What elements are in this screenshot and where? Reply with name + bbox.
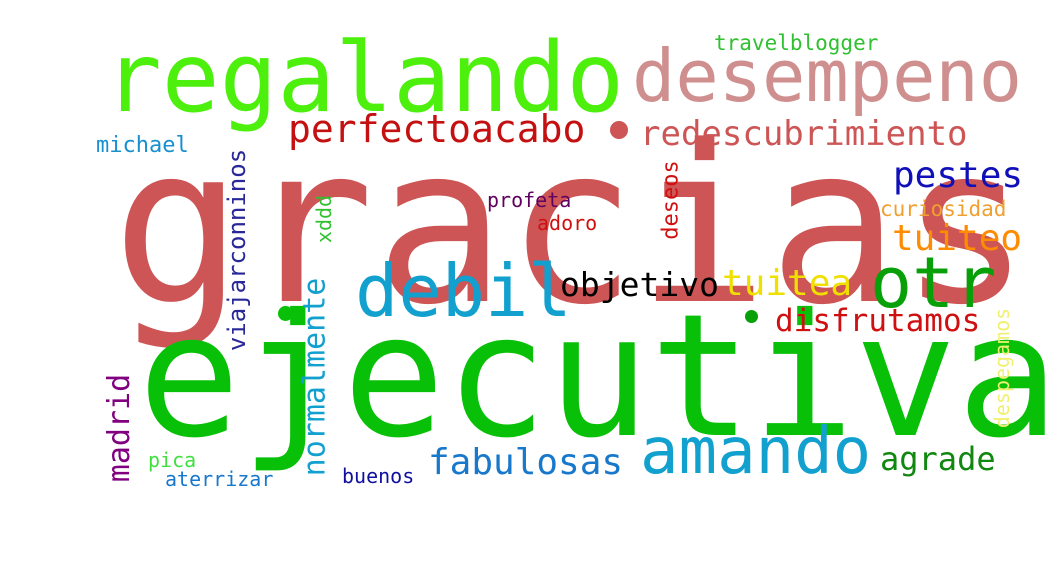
word-regalando: regalando: [104, 22, 625, 134]
word-fabulosas: fabulosas: [428, 442, 624, 483]
dot-green-right: [745, 310, 758, 323]
word-michael: michael: [96, 133, 189, 158]
word-tuiteo: tuiteo: [892, 218, 1023, 259]
word-buenos: buenos: [342, 464, 415, 488]
word-gracias: gracias: [112, 100, 1031, 353]
word-normalmente: normalmente: [297, 277, 333, 477]
word-ejecutiva: ejecutiva: [138, 278, 1046, 476]
word-otr: otr: [870, 242, 997, 324]
word-profeta: profeta: [487, 188, 572, 212]
word-deseos: deseos: [658, 160, 684, 240]
word-objetivo: objetivo: [560, 265, 719, 304]
word-amando: amando: [640, 415, 872, 489]
word-xddd: xddd: [312, 194, 337, 244]
word-adoro: adoro: [537, 211, 598, 235]
word-agrade: agrade: [880, 440, 996, 478]
word-curiosidad: curiosidad: [880, 197, 1007, 221]
word-redescubrimiento: redescubrimiento: [640, 114, 968, 154]
word-desempeno: desempeno: [632, 34, 1023, 118]
word-travelblogger: travelblogger: [714, 31, 879, 55]
word-viajarconninos: viajarconninos: [223, 148, 252, 352]
dot-green-left: [278, 306, 293, 321]
word-perfectoacabo: perfectoacabo: [288, 107, 586, 151]
dot-red: [610, 121, 628, 139]
word-despegamos: despegamos: [990, 307, 1015, 429]
word-pestes: pestes: [893, 155, 1024, 196]
word-madrid: madrid: [102, 373, 138, 483]
word-tuitea: tuitea: [722, 263, 853, 304]
word-aterrizar: aterrizar: [165, 467, 274, 491]
word-disfrutamos: disfrutamos: [775, 303, 981, 339]
word-debil: debil: [355, 249, 572, 333]
word-pica: pica: [148, 448, 197, 472]
